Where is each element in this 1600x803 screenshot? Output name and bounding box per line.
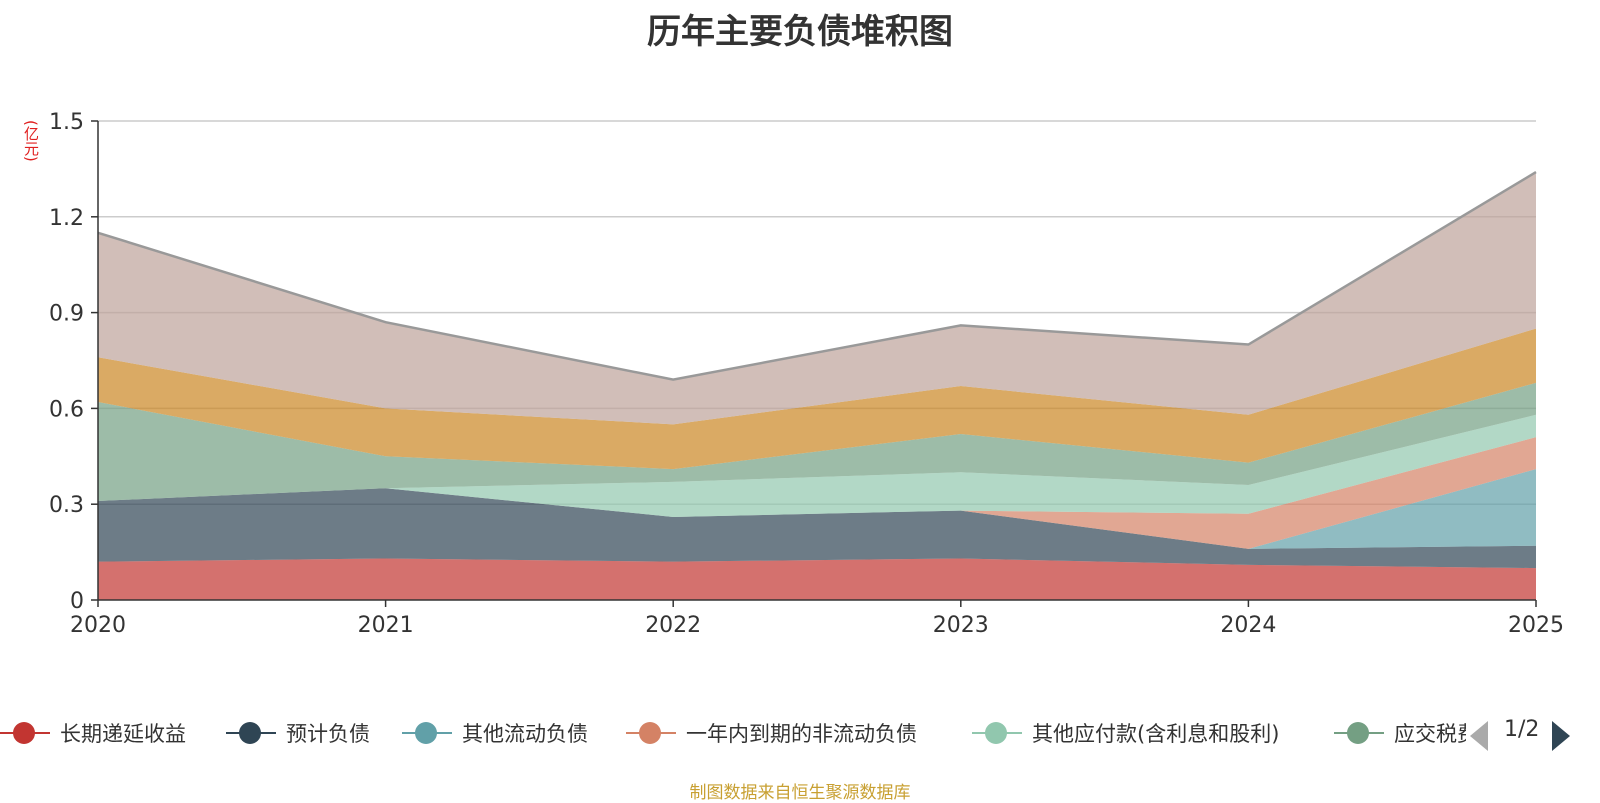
legend-item[interactable]: 其他流动负债 [402,713,588,753]
legend-prev-arrow-icon[interactable] [1470,721,1488,751]
legend-item[interactable]: 其他应付款(含利息和股利) [972,713,1279,753]
y-tick-label: 1.5 [49,110,84,135]
area-series-4 [98,437,1536,549]
x-tick-label: 2023 [933,613,989,638]
area-series-1 [98,558,1536,600]
legend-marker-icon [0,720,50,746]
legend-pager: 1/2 [1470,717,1570,751]
total-outline [97,171,1537,381]
x-tick-label: 2021 [358,613,414,638]
y-tick-label: 0.6 [49,397,84,422]
area-series-8 [98,172,1536,425]
legend-label: 应交税费 [1394,722,1466,746]
legend-item[interactable]: 预计负债 [226,713,370,753]
legend-marker-icon [402,720,452,746]
legend-label: 一年内到期的非流动负债 [686,722,917,746]
legend-marker-icon [972,720,1022,746]
area-series-3 [98,469,1536,549]
y-axis-unit: (亿元) [22,120,40,162]
legend-marker-icon [626,720,676,746]
legend-label: 其他应付款(含利息和股利) [1032,722,1280,746]
legend-marker-icon [1334,720,1384,746]
stacked-area-chart: 0 0.3 0.6 0.9 1.2 1.5 2020 2021 2022 2023 2024 2025 [49,110,1564,638]
legend-items: 长期递延收益 预计负债 其他流动负债 一年内到期的非流动负债 其他应付款(含利息和股利)… [0,713,1466,753]
x-tick-label: 2022 [645,613,701,638]
x-tick-label: 2024 [1220,613,1276,638]
x-tick-label: 2025 [1508,613,1564,638]
legend-label: 其他流动负债 [462,722,588,746]
legend-item[interactable]: 长期递延收益 [0,713,186,753]
x-tick-label: 2020 [70,613,126,638]
area-series-2 [98,488,1536,569]
legend-label: 预计负债 [286,722,370,746]
y-tick-label: 1.2 [49,206,84,231]
legend-item[interactable]: 一年内到期的非流动负债 [626,713,917,753]
area-series-5 [98,414,1536,517]
chart-title: 历年主要负债堆积图 [647,12,953,52]
legend-marker-icon [226,720,276,746]
legend-item[interactable]: 应交税费 [1334,713,1466,753]
y-tick-label: 0 [70,589,84,614]
y-tick-label: 0.3 [49,493,84,518]
y-tick-label: 0.9 [49,302,84,327]
legend-next-arrow-icon[interactable] [1552,721,1570,751]
legend: 长期递延收益 预计负债 其他流动负债 一年内到期的非流动负债 其他应付款(含利息和股利)… [0,713,1600,753]
legend-page-indicator: 1/2 [1504,717,1540,742]
area-series-6 [98,382,1536,502]
data-source-note: 制图数据来自恒生聚源数据库 [689,783,911,803]
legend-label: 长期递延收益 [60,722,186,746]
area-series-7 [98,328,1536,470]
